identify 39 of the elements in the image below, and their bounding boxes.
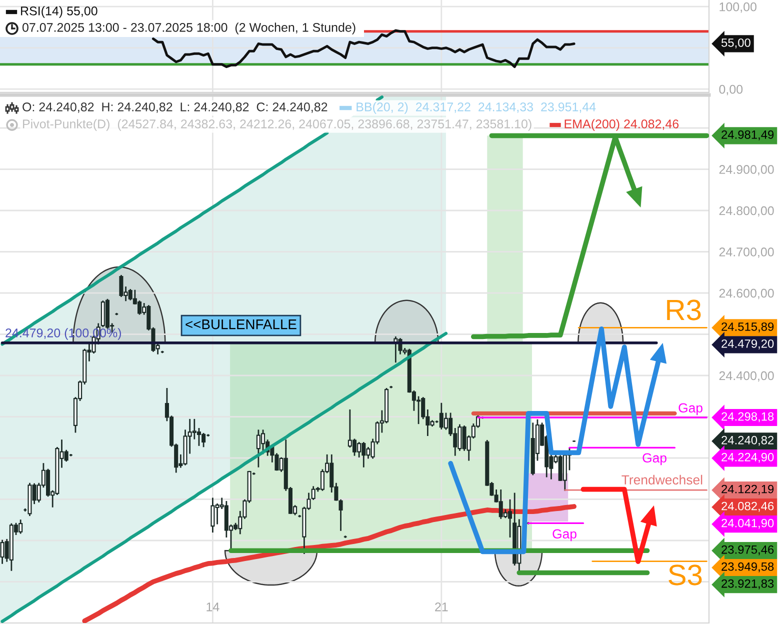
annotation: Gap (678, 403, 702, 416)
annotation: S3 (668, 564, 702, 586)
text: 23.921,83 (722, 579, 774, 590)
text: 24.041,90 (722, 518, 774, 529)
y-tick-label: 0,00 (719, 84, 743, 96)
data-label: 24.981,49 (722, 130, 774, 140)
text: 24.240,82 (722, 436, 774, 446)
y-tick-label: 24.800,00 (719, 206, 774, 217)
legend-label: EMA(200) 24.082,46 (564, 119, 679, 131)
data-label: 24.298,18 (722, 412, 774, 422)
legend-label: RSI(14) 55,00 (21, 6, 98, 18)
data-label: 24.515,89 (722, 322, 774, 332)
text: 55,00 (721, 38, 750, 48)
x-tick-label: 14 (206, 602, 220, 612)
annotation: Gap (642, 453, 666, 466)
candlestick (352, 438, 357, 456)
data-label: 24.122,19 (722, 484, 774, 495)
annotation: 07.07.2025 13:00 - 23.07.2025 18:00 (2 Wochen, 1 Stunde) (22, 22, 356, 34)
text: 24.082,46 (722, 502, 774, 512)
annotation: Gap (552, 529, 576, 542)
y-tick-label: 24.600,00 (719, 288, 774, 300)
text: 23.975,46 (722, 545, 774, 556)
candlestick (444, 412, 448, 430)
data-label: 23.949,58 (722, 562, 774, 572)
candlestick (137, 300, 142, 315)
y-tick-label: 24.400,00 (719, 371, 774, 382)
candlestick (338, 499, 343, 531)
text: 24.224,90 (722, 452, 774, 463)
y-tick-label: 24.900,00 (719, 165, 774, 176)
y-tick-label: 100,00 (720, 2, 756, 13)
text: 24.479,20 (722, 339, 774, 350)
x-tick-label: 21 (435, 602, 448, 612)
annotation: <<BULLENFALLE (186, 320, 296, 330)
annotation: O: 24.240,82 H: 24.240,82 L: 24.240,82 C: 24.240,82 (22, 102, 328, 113)
annotation: BB(20, 2) 24.317,22 24.134,33 23.951,44 (356, 102, 596, 114)
annotation: R3 (667, 300, 701, 320)
annotation: Pivot-Punkte(D) (24527.84, 24382.63, 24212.26, 24067.05, 23896.68, 23751.47, 23581.10) (23, 119, 532, 131)
annotation: Trendwechsel (622, 474, 702, 485)
y-tick-label: 24.700,00 (719, 248, 774, 258)
